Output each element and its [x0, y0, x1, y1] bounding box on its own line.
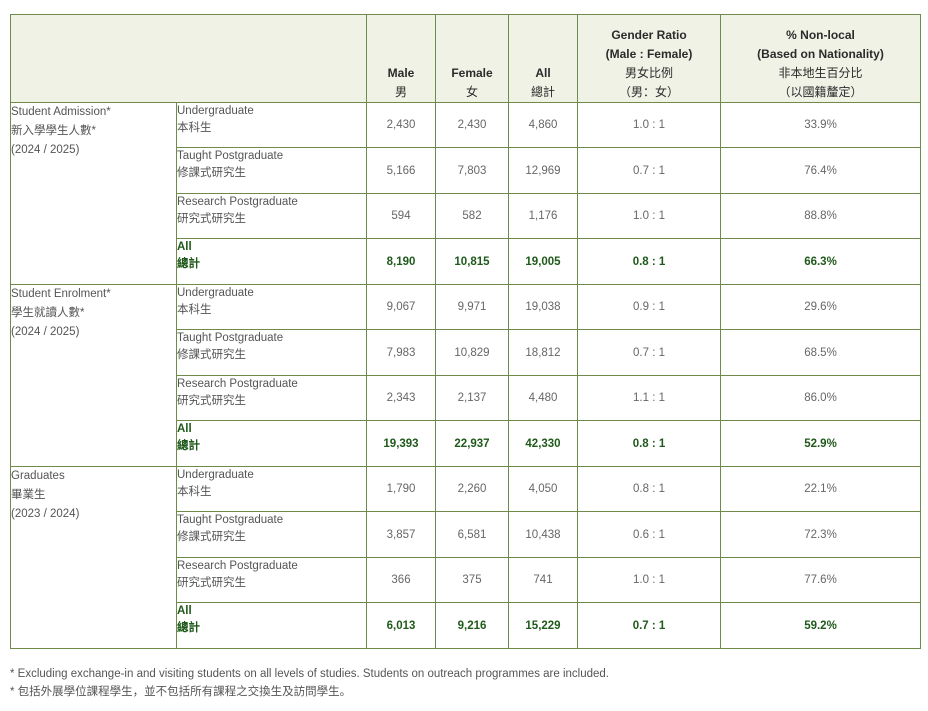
header-blank [10, 14, 367, 103]
table-row-total: All 總計 6,013 9,216 15,229 0.7 : 1 59.2% [11, 602, 921, 649]
all-cell: 19,038 [508, 284, 578, 330]
header-female: Female 女 [435, 14, 509, 103]
male-cell: 9,067 [366, 284, 436, 330]
non-local-cell: 33.9% [720, 102, 921, 148]
non-local-cell: 52.9% [720, 420, 921, 467]
all-cell: 19,005 [508, 238, 578, 285]
student-statistics-table: Male 男 Female 女 All 總計 Gender Ratio (Mal… [10, 14, 921, 649]
all-cell: 4,050 [508, 466, 578, 512]
level-cell: Research Postgraduate 研究式研究生 [176, 375, 367, 421]
ratio-cell: 1.0 : 1 [577, 193, 721, 239]
all-cell: 42,330 [508, 420, 578, 467]
group-label-enrolment: Student Enrolment* 學生就讀人數* (2024 / 2025) [10, 284, 177, 467]
non-local-cell: 68.5% [720, 329, 921, 376]
female-cell: 6,581 [435, 511, 509, 558]
female-cell: 10,829 [435, 329, 509, 376]
group-label-graduates: Graduates 畢業生 (2023 / 2024) [10, 466, 177, 649]
female-cell: 9,971 [435, 284, 509, 330]
level-cell: Taught Postgraduate 修課式研究生 [176, 511, 367, 558]
male-cell: 2,343 [366, 375, 436, 421]
male-cell: 6,013 [366, 602, 436, 649]
non-local-cell: 76.4% [720, 147, 921, 194]
female-cell: 375 [435, 557, 509, 603]
table-row-total: All 總計 8,190 10,815 19,005 0.8 : 1 66.3% [11, 238, 921, 285]
level-cell: Undergraduate 本科生 [176, 284, 367, 330]
male-cell: 19,393 [366, 420, 436, 467]
all-cell: 1,176 [508, 193, 578, 239]
footnote-english: * Excluding exchange-in and visiting stu… [10, 668, 609, 680]
footnotes: * Excluding exchange-in and visiting stu… [10, 665, 609, 701]
non-local-cell: 77.6% [720, 557, 921, 603]
male-cell: 8,190 [366, 238, 436, 285]
all-cell: 18,812 [508, 329, 578, 376]
male-cell: 366 [366, 557, 436, 603]
male-cell: 3,857 [366, 511, 436, 558]
ratio-cell: 0.8 : 1 [577, 238, 721, 285]
table-row: Taught Postgraduate 修課式研究生 7,983 10,829 1… [11, 329, 921, 376]
male-cell: 594 [366, 193, 436, 239]
ratio-cell: 1.0 : 1 [577, 557, 721, 603]
female-cell: 7,803 [435, 147, 509, 194]
level-cell: Undergraduate 本科生 [176, 466, 367, 512]
all-cell: 4,480 [508, 375, 578, 421]
all-cell: 15,229 [508, 602, 578, 649]
ratio-cell: 0.7 : 1 [577, 602, 721, 649]
female-cell: 582 [435, 193, 509, 239]
female-cell: 10,815 [435, 238, 509, 285]
non-local-cell: 86.0% [720, 375, 921, 421]
male-cell: 7,983 [366, 329, 436, 376]
all-cell: 4,860 [508, 102, 578, 148]
ratio-cell: 0.8 : 1 [577, 420, 721, 467]
all-cell: 741 [508, 557, 578, 603]
level-cell: Research Postgraduate 研究式研究生 [176, 193, 367, 239]
female-cell: 2,430 [435, 102, 509, 148]
table-row: Graduates 畢業生 (2023 / 2024) Undergraduat… [10, 466, 921, 649]
non-local-cell: 66.3% [720, 238, 921, 285]
all-cell: 10,438 [508, 511, 578, 558]
non-local-cell: 88.8% [720, 193, 921, 239]
group-label-admission: Student Admission* 新入學學生人數* (2024 / 2025… [10, 102, 177, 285]
ratio-cell: 0.9 : 1 [577, 284, 721, 330]
all-cell: 12,969 [508, 147, 578, 194]
header-non-local: % Non-local (Based on Nationality) 非本地生百… [720, 14, 921, 103]
table-header-row: Male 男 Female 女 All 總計 Gender Ratio (Mal… [10, 14, 921, 103]
male-cell: 5,166 [366, 147, 436, 194]
table-row: Taught Postgraduate 修課式研究生 3,857 6,581 10… [11, 511, 921, 558]
non-local-cell: 22.1% [720, 466, 921, 512]
header-male: Male 男 [366, 14, 436, 103]
level-cell: Research Postgraduate 研究式研究生 [176, 557, 367, 603]
non-local-cell: 29.6% [720, 284, 921, 330]
table-row: Taught Postgraduate 修課式研究生 5,166 7,803 12… [11, 147, 921, 194]
header-gender-ratio: Gender Ratio (Male : Female) 男女比例 （男：女） [577, 14, 721, 103]
female-cell: 9,216 [435, 602, 509, 649]
non-local-cell: 59.2% [720, 602, 921, 649]
female-cell: 2,137 [435, 375, 509, 421]
level-cell: Taught Postgraduate 修課式研究生 [176, 329, 367, 376]
female-cell: 2,260 [435, 466, 509, 512]
footnote-chinese: * 包括外展學位課程學生，並不包括所有課程之交換生及訪問學生。 [10, 686, 352, 698]
table-row: Student Admission* 新入學學生人數* (2024 / 2025… [10, 102, 921, 285]
ratio-cell: 1.0 : 1 [577, 102, 721, 148]
ratio-cell: 1.1 : 1 [577, 375, 721, 421]
table-row: Research Postgraduate 研究式研究生 2,343 2,137 … [11, 375, 921, 421]
level-cell-all: All 總計 [176, 420, 367, 467]
level-cell: Undergraduate 本科生 [176, 102, 367, 148]
non-local-cell: 72.3% [720, 511, 921, 558]
table-row: Student Enrolment* 學生就讀人數* (2024 / 2025)… [10, 284, 921, 467]
male-cell: 1,790 [366, 466, 436, 512]
male-cell: 2,430 [366, 102, 436, 148]
level-cell: Taught Postgraduate 修課式研究生 [176, 147, 367, 194]
table-body: Student Admission* 新入學學生人數* (2024 / 2025… [10, 102, 921, 649]
ratio-cell: 0.8 : 1 [577, 466, 721, 512]
level-cell-all: All 總計 [176, 238, 367, 285]
ratio-cell: 0.7 : 1 [577, 147, 721, 194]
ratio-cell: 0.6 : 1 [577, 511, 721, 558]
female-cell: 22,937 [435, 420, 509, 467]
level-cell-all: All 總計 [176, 602, 367, 649]
header-all: All 總計 [508, 14, 578, 103]
ratio-cell: 0.7 : 1 [577, 329, 721, 376]
